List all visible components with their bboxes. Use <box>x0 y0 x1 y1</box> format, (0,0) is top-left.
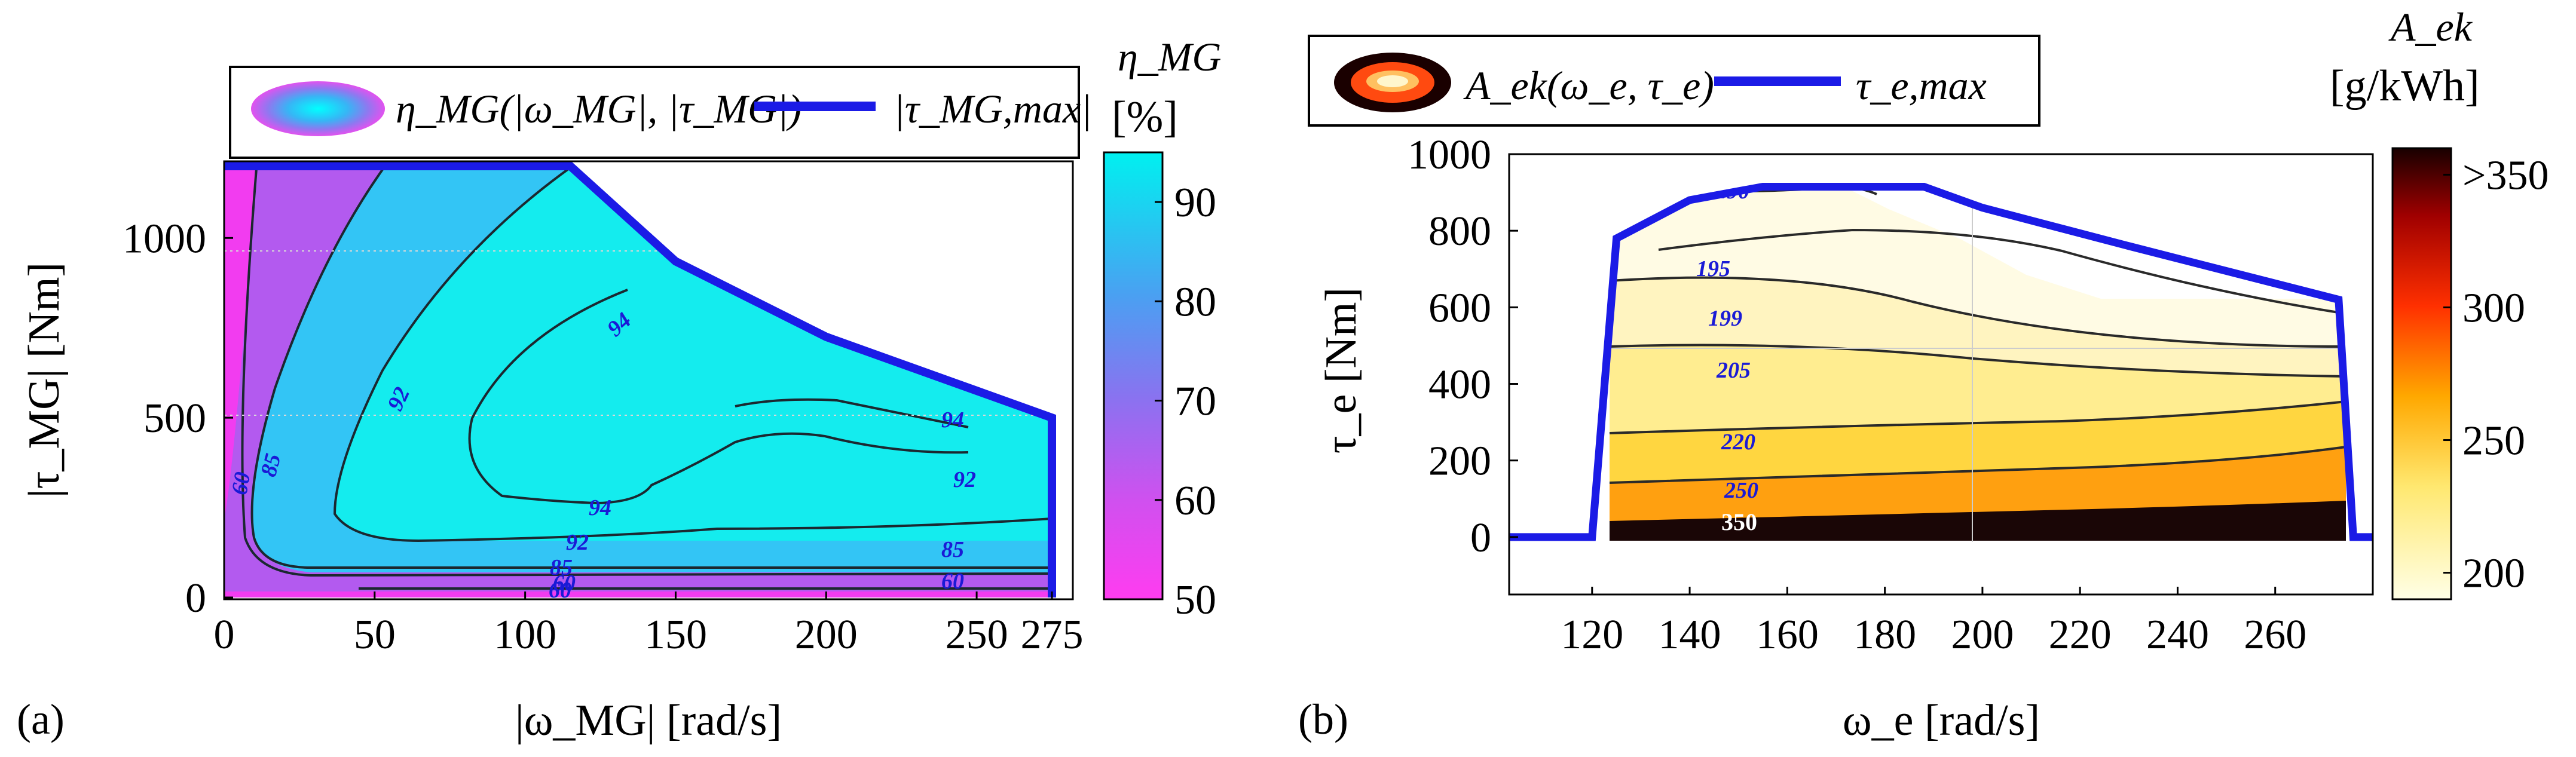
max-torque-curve-b <box>1509 182 2373 541</box>
contour-label: 60 <box>553 571 576 596</box>
contour-label: 195 <box>1696 256 1730 281</box>
empty-negative-region-b <box>1509 541 2373 594</box>
x-tick-label: 180 <box>1853 612 1916 658</box>
contour-label: 92 <box>566 530 589 555</box>
y-tick-label: 0 <box>185 575 206 621</box>
x-axis-label-a: |ω_MG| [rad/s] <box>515 696 782 745</box>
colorbar-a-title: η_MG <box>1118 34 1222 79</box>
efficiency-map-legend-icon <box>251 81 385 136</box>
legend-a-entry-2: |τ_MG,max| <box>894 86 1092 131</box>
x-tick-label: 250 <box>946 612 1008 658</box>
panel-a: η_MG(|ω_MG|, |τ_MG|) |τ_MG,max| <box>17 34 1222 745</box>
x-tick-label: 200 <box>1951 612 2014 658</box>
x-tick-label: 150 <box>644 612 707 658</box>
colorbar-b-title: A_ek <box>2388 4 2473 50</box>
contour-label: 60 <box>941 569 964 594</box>
x-tick-label: 140 <box>1659 612 1721 658</box>
colorbar-b-tick-label: 250 <box>2462 418 2525 464</box>
contour-label: 205 <box>1716 358 1751 383</box>
x-tick-label: 200 <box>795 612 858 658</box>
ticks-a: 0 50 100 150 200 250 275 0 500 1000 <box>123 216 1084 658</box>
legend-b-entry-2: τ_e,max <box>1856 63 1987 108</box>
contour-label: 85 <box>941 537 964 562</box>
colorbar-a: η_MG [%] 50 60 70 80 90 <box>1103 34 1222 623</box>
contour-label: 250 <box>1724 478 1758 503</box>
axes-frame-a <box>223 160 1074 600</box>
x-tick-label: 0 <box>214 612 235 658</box>
colorbar-b-tick-label: 200 <box>2462 551 2525 597</box>
y-tick-label: 500 <box>143 396 206 442</box>
x-tick-label: 240 <box>2146 612 2209 658</box>
legend-a-entry-1: η_MG(|ω_MG|, |τ_MG|) <box>396 86 801 131</box>
panel-b: A_ek(ω_e, τ_e) τ_e,max <box>1298 4 2549 745</box>
legend-b: A_ek(ω_e, τ_e) τ_e,max <box>1308 35 2040 127</box>
colorbar-a-tick-label: 60 <box>1174 478 1216 524</box>
max-torque-curve-a <box>224 161 1056 597</box>
x-tick-label: 120 <box>1561 612 1623 658</box>
contour-label: 199 <box>1708 306 1742 331</box>
y-axis-label-b: τ_e [Nm] <box>1317 287 1366 453</box>
y-tick-label: 600 <box>1428 285 1491 331</box>
axes-frame-b <box>1508 153 2374 596</box>
x-axis-label-b: ω_e [rad/s] <box>1843 696 2040 745</box>
colorbar-a-tick-label: 90 <box>1174 180 1216 226</box>
contour-label: 60 <box>227 470 256 497</box>
y-axis-label-a: |τ_MG| [Nm] <box>20 262 69 498</box>
x-tick-label: 220 <box>2049 612 2112 658</box>
y-tick-label: 800 <box>1428 209 1491 255</box>
colorbar-a-unit: [%] <box>1112 93 1178 142</box>
contour-label: 94 <box>589 495 611 520</box>
y-tick-label: 200 <box>1428 439 1491 485</box>
contour-label: 220 <box>1721 430 1755 455</box>
plot-area-b <box>1509 154 2373 594</box>
contour-label: 92 <box>953 467 976 492</box>
ticks-b: 120 140 160 180 200 220 240 260 0 200 400 600 800 100… <box>1408 132 2306 658</box>
colorbar-b-tick-label: >350 <box>2462 152 2549 198</box>
legend-b-entry-1: A_ek(ω_e, τ_e) <box>1463 63 1714 108</box>
contour-label: 94 <box>941 407 964 433</box>
colorbar-a-tick-label: 80 <box>1174 279 1216 325</box>
colorbar-b-unit: [g/kWh] <box>2330 62 2480 111</box>
y-tick-label: 1000 <box>1408 132 1491 178</box>
y-tick-label: 1000 <box>123 216 206 262</box>
colorbar-a-tick-label: 70 <box>1174 379 1216 425</box>
x-tick-label: 50 <box>354 612 396 658</box>
contour-label: 85 <box>550 555 573 580</box>
panel-tag-a: (a) <box>17 695 65 743</box>
x-tick-label: 260 <box>2244 612 2306 658</box>
y-tick-label: 400 <box>1428 362 1491 408</box>
colorbar-b: A_ek [g/kWh] 200 250 300 >350 <box>2330 4 2549 600</box>
x-tick-label: 160 <box>1756 612 1819 658</box>
colorbar-a-tick-label: 50 <box>1174 577 1216 623</box>
unreachable-region-a <box>224 161 1073 599</box>
colorbar-b-tick-label: 300 <box>2462 285 2525 331</box>
legend-a: η_MG(|ω_MG|, |τ_MG|) |τ_MG,max| <box>229 66 1092 159</box>
x-tick-label: 275 <box>1021 612 1084 658</box>
panel-tag-b: (b) <box>1298 695 1348 743</box>
x-tick-label: 100 <box>494 612 556 658</box>
contour-label: 350 <box>1721 508 1757 535</box>
y-tick-label: 0 <box>1470 515 1491 561</box>
